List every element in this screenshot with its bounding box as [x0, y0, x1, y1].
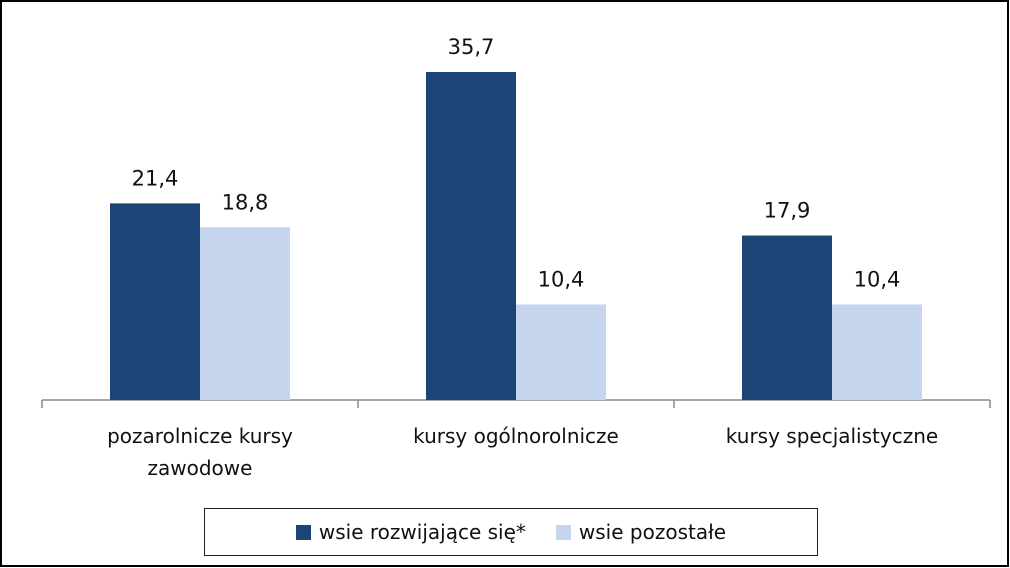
legend-swatch: [295, 524, 311, 540]
x-tick-label: pozarolnicze kursy zawodowe: [107, 424, 293, 480]
x-tick-label: kursy specjalistyczne: [725, 424, 939, 448]
legend-label: wsie rozwijające się*: [318, 520, 526, 544]
x-tick-label: kursy ogólnorolnicze: [413, 424, 619, 448]
data-label: 18,8: [222, 190, 269, 214]
legend-label: wsie pozostałe: [578, 520, 727, 544]
data-label: 21,4: [132, 166, 179, 190]
data-label: 17,9: [764, 199, 811, 223]
legend-item: wsie rozwijające się*: [295, 520, 526, 544]
bar: [516, 304, 606, 400]
data-label: 10,4: [538, 267, 585, 291]
legend-item: wsie pozostałe: [555, 520, 727, 544]
bar: [110, 203, 200, 400]
legend-swatch: [555, 524, 571, 540]
bar: [426, 72, 516, 400]
data-label: 10,4: [854, 267, 901, 291]
bar: [742, 235, 832, 400]
bar: [200, 227, 290, 400]
legend: wsie rozwijające się* wsie pozostałe: [204, 508, 818, 556]
bar: [832, 304, 922, 400]
data-label: 35,7: [448, 35, 495, 59]
